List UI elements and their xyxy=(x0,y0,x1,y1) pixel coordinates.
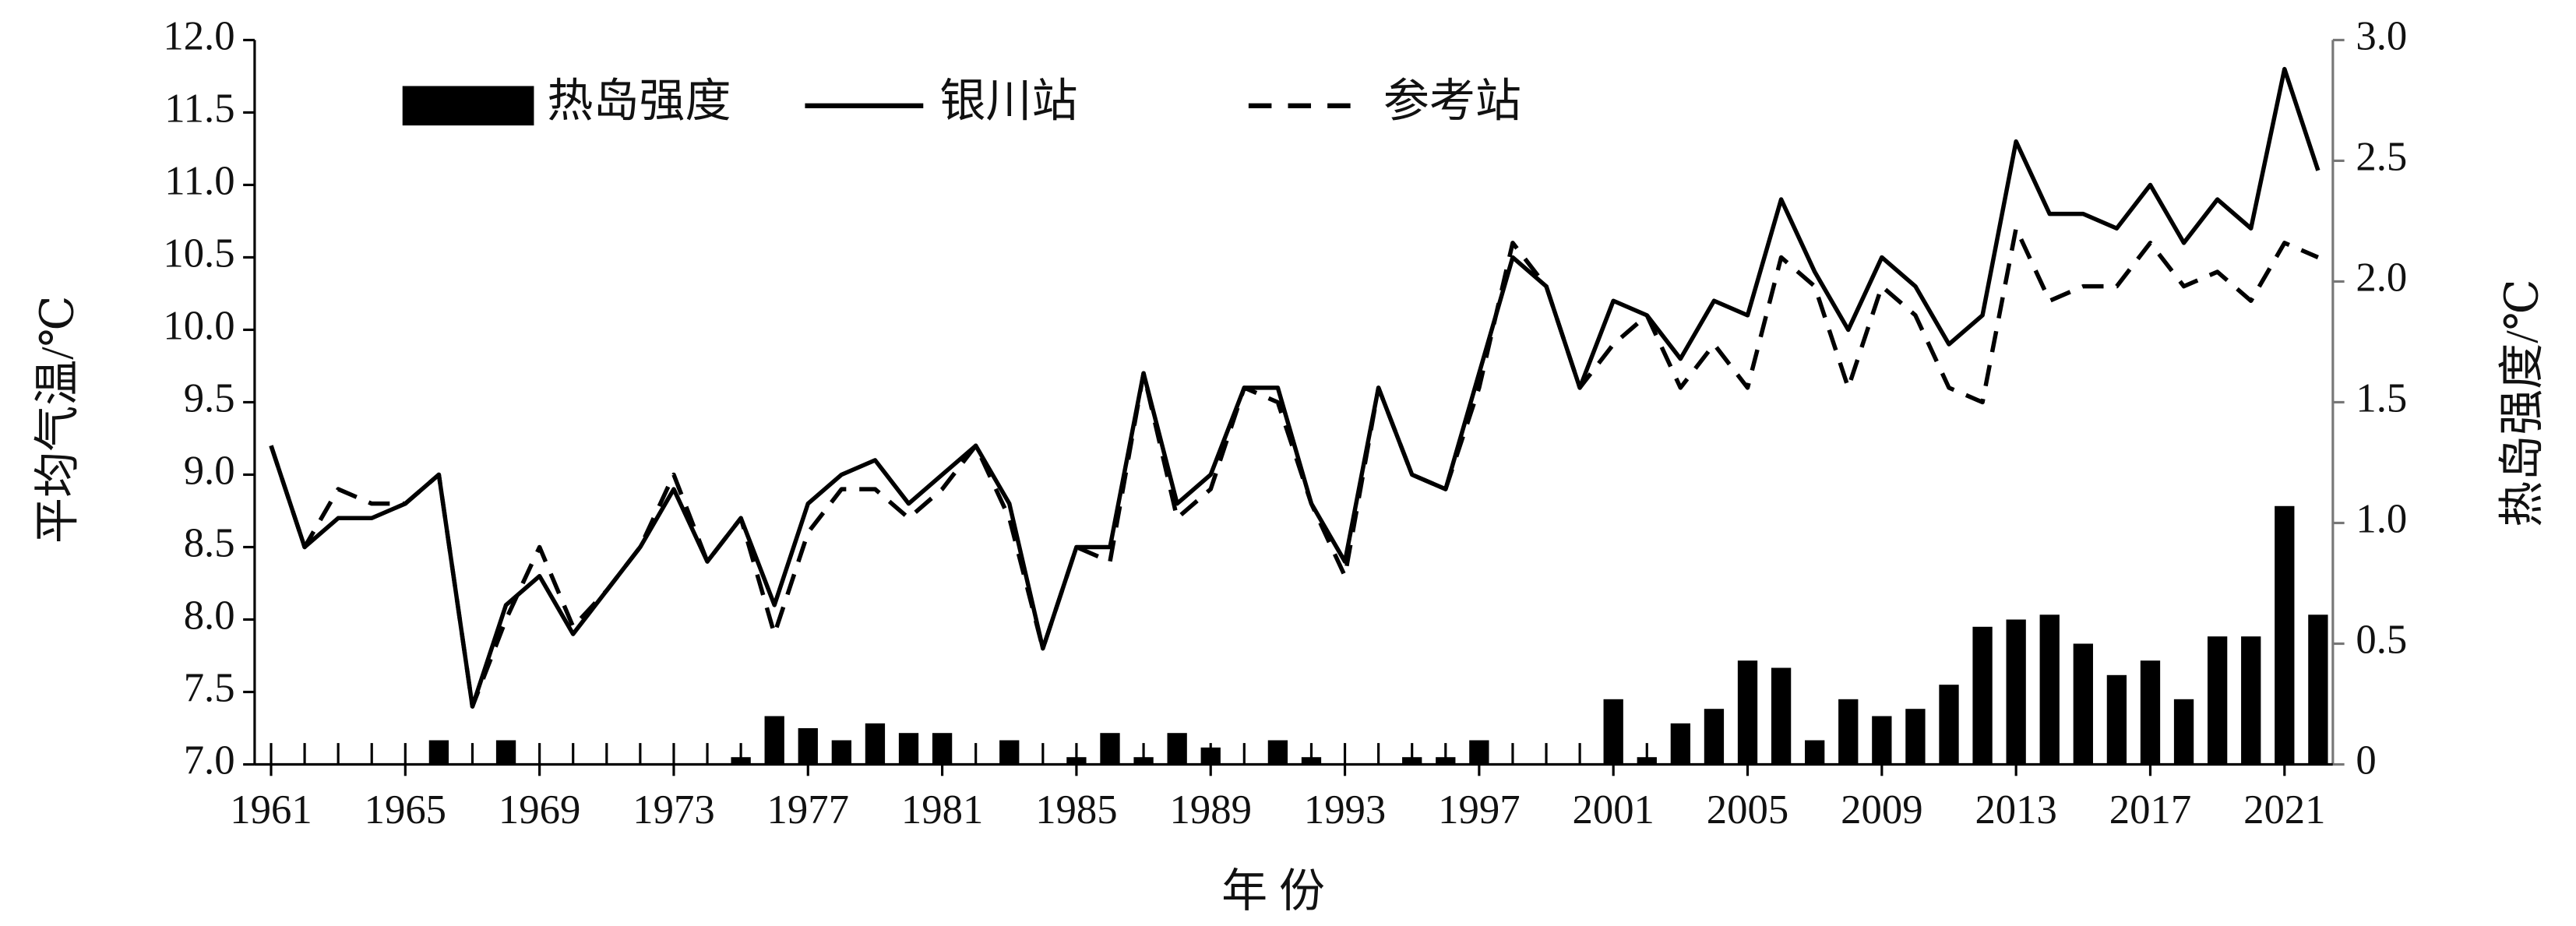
bar xyxy=(731,757,751,765)
bar xyxy=(2207,636,2228,765)
x-tick-label: 2001 xyxy=(1572,787,1654,833)
y2-tick-label: 2.0 xyxy=(2356,255,2407,301)
x-tick-label: 1961 xyxy=(230,787,312,833)
x-tick-label: 2021 xyxy=(2243,787,2325,833)
bar xyxy=(2106,674,2127,765)
bar xyxy=(1469,740,1489,765)
y2-tick-label: 2.5 xyxy=(2356,135,2407,180)
bar xyxy=(2241,636,2261,765)
bar xyxy=(1805,740,1825,765)
y2-tick-label: 0 xyxy=(2356,738,2376,783)
y-tick-label: 7.5 xyxy=(184,666,235,711)
bar xyxy=(798,728,818,765)
y2-tick-label: 0.5 xyxy=(2356,618,2407,663)
bar xyxy=(1939,685,1959,765)
y-tick-label: 12.0 xyxy=(163,14,234,59)
bar xyxy=(1603,699,1623,765)
legend-label: 热岛强度 xyxy=(547,75,731,126)
y-tick-label: 9.5 xyxy=(184,376,235,421)
bar xyxy=(1200,747,1221,765)
x-tick-label: 2017 xyxy=(2109,787,2191,833)
x-tick-label: 1989 xyxy=(1170,787,1252,833)
bar xyxy=(1267,740,1288,765)
x-tick-label: 1985 xyxy=(1035,787,1117,833)
y-tick-label: 8.5 xyxy=(184,521,235,566)
y-tick-label: 8.0 xyxy=(184,593,235,639)
y2-tick-label: 1.0 xyxy=(2356,497,2407,542)
y-axis-title: 平均气温/℃ xyxy=(32,295,83,544)
bar xyxy=(764,716,784,765)
y-tick-label: 9.0 xyxy=(184,449,235,494)
y-tick-label: 11.5 xyxy=(164,86,234,132)
bar xyxy=(1167,733,1187,765)
x-axis-title: 年 份 xyxy=(1221,865,1325,917)
bar xyxy=(2073,643,2093,765)
bar xyxy=(2308,614,2328,765)
bar xyxy=(2275,505,2295,765)
bar xyxy=(1838,699,1859,765)
x-tick-label: 1997 xyxy=(1438,787,1520,833)
x-tick-label: 1981 xyxy=(901,787,983,833)
bar xyxy=(999,740,1020,765)
bar xyxy=(495,740,516,765)
y-tick-label: 7.0 xyxy=(184,738,235,783)
bar xyxy=(1872,716,1892,765)
bar xyxy=(1704,709,1725,765)
bar xyxy=(865,723,886,765)
y-tick-label: 11.0 xyxy=(164,159,234,204)
bar xyxy=(2173,699,2194,765)
x-tick-label: 2005 xyxy=(1707,787,1788,833)
bar xyxy=(428,740,449,765)
y-tick-label: 10.5 xyxy=(163,231,234,276)
bar xyxy=(1100,733,1120,765)
bar xyxy=(1436,757,1456,765)
bar xyxy=(2140,660,2161,765)
x-tick-label: 1965 xyxy=(365,787,446,833)
y2-tick-label: 3.0 xyxy=(2356,14,2407,59)
x-tick-label: 2013 xyxy=(1975,787,2056,833)
line xyxy=(269,226,2319,709)
bar xyxy=(1066,757,1087,765)
bar xyxy=(1301,757,1322,765)
y2-tick-label: 1.5 xyxy=(2356,376,2407,421)
x-tick-label: 1977 xyxy=(767,787,849,833)
y2-axis-title: 热岛强度/℃ xyxy=(2496,279,2547,527)
x-tick-label: 1993 xyxy=(1304,787,1386,833)
y-tick-label: 10.0 xyxy=(163,304,234,349)
bar xyxy=(2039,614,2060,765)
bar xyxy=(1133,757,1154,765)
x-tick-label: 2009 xyxy=(1841,787,1922,833)
line xyxy=(269,66,2321,709)
bar xyxy=(1637,757,1657,765)
x-tick-label: 1969 xyxy=(499,787,580,833)
x-tick-label: 1973 xyxy=(633,787,714,833)
bar xyxy=(898,733,919,765)
bar xyxy=(1905,709,1926,765)
bar xyxy=(1670,723,1691,765)
bar xyxy=(932,733,953,765)
legend-swatch xyxy=(402,86,534,126)
legend-label: 银川站 xyxy=(939,75,1077,126)
legend-label: 参考站 xyxy=(1383,75,1521,126)
bar xyxy=(2006,619,2026,765)
bar xyxy=(1737,660,1758,765)
bar xyxy=(1972,626,1993,765)
bar xyxy=(831,740,852,765)
bar xyxy=(1771,667,1792,765)
bar xyxy=(1402,757,1422,765)
